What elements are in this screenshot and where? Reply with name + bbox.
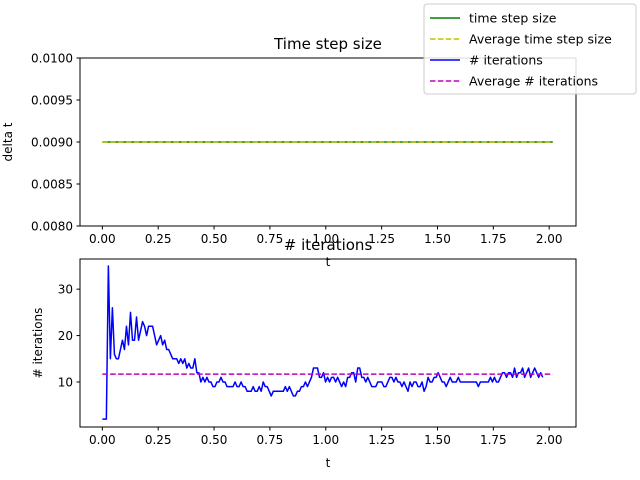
iterations-y-tick-label-2: 30 [58, 282, 73, 296]
time-step-x-tick-label-6: 1.50 [424, 232, 451, 246]
iterations-x-tick-label-3: 0.75 [257, 433, 284, 447]
iterations-x-tick-label-6: 1.50 [424, 433, 451, 447]
iterations-y-tick-label-1: 20 [58, 329, 73, 343]
time-step-x-tick-label-1: 0.25 [145, 232, 172, 246]
iterations-x-tick-label-1: 0.25 [145, 433, 172, 447]
iterations-subplot: 0.00 0.25 0.50 0.75 1.00 1.25 1.50 1.75 2.00 10 2… [31, 236, 577, 470]
time-step-y-tick-label-0: 0.0080 [31, 219, 73, 233]
time-step-y-tick-label-4: 0.0100 [31, 51, 73, 65]
time-step-x-tick-label-7: 1.75 [480, 232, 507, 246]
iterations-x-tick-label-8: 2.00 [536, 433, 563, 447]
time-step-y-tick-label-2: 0.0090 [31, 135, 73, 149]
iterations-title: # iterations [284, 236, 373, 254]
legend: time step size Average time step size # it… [423, 3, 637, 95]
legend-entries: time step size Average time step size # it… [430, 11, 612, 89]
iterations-series-line-0 [102, 265, 544, 420]
legend-label-0: time step size [469, 11, 557, 26]
iterations-x-label: t [326, 456, 331, 470]
iterations-x-tick-label-7: 1.75 [480, 433, 507, 447]
time-step-subplot: 0.00 0.25 0.50 0.75 1.00 1.25 1.50 1.75 2.00 0.0… [1, 35, 577, 269]
time-step-x-tick-label-4: 1.00 [312, 232, 339, 246]
iterations-x-ticks: 0.00 0.25 0.50 0.75 1.00 1.25 1.50 1.75 2.00 [89, 427, 563, 447]
time-step-x-ticks: 0.00 0.25 0.50 0.75 1.00 1.25 1.50 1.75 2.00 [89, 226, 563, 246]
iterations-y-ticks: 10 20 30 [58, 282, 80, 389]
time-step-x-tick-label-2: 0.50 [201, 232, 228, 246]
time-step-y-label: delta t [1, 122, 15, 161]
iterations-axes-frame [79, 258, 577, 428]
time-step-title: Time step size [273, 35, 382, 53]
legend-label-1: Average time step size [469, 32, 612, 47]
iterations-y-tick-label-0: 10 [58, 375, 73, 389]
time-step-x-label: t [326, 255, 331, 269]
iterations-x-tick-label-0: 0.00 [89, 433, 116, 447]
time-step-y-tick-label-1: 0.0085 [31, 177, 73, 191]
legend-label-2: # iterations [469, 53, 543, 68]
time-step-y-tick-label-3: 0.0095 [31, 93, 73, 107]
iterations-series-layer [102, 265, 553, 420]
iterations-x-tick-label-5: 1.25 [368, 433, 395, 447]
iterations-y-label: # iterations [31, 308, 45, 379]
iterations-x-tick-label-4: 1.00 [312, 433, 339, 447]
time-step-x-tick-label-8: 2.00 [536, 232, 563, 246]
legend-box [423, 3, 637, 95]
time-step-x-tick-label-5: 1.25 [368, 232, 395, 246]
time-step-x-tick-label-3: 0.75 [257, 232, 284, 246]
time-step-y-ticks: 0.0080 0.0085 0.0090 0.0095 0.0100 [31, 51, 80, 233]
iterations-x-tick-label-2: 0.50 [201, 433, 228, 447]
time-step-x-tick-label-0: 0.00 [89, 232, 116, 246]
legend-label-3: Average # iterations [469, 74, 598, 89]
